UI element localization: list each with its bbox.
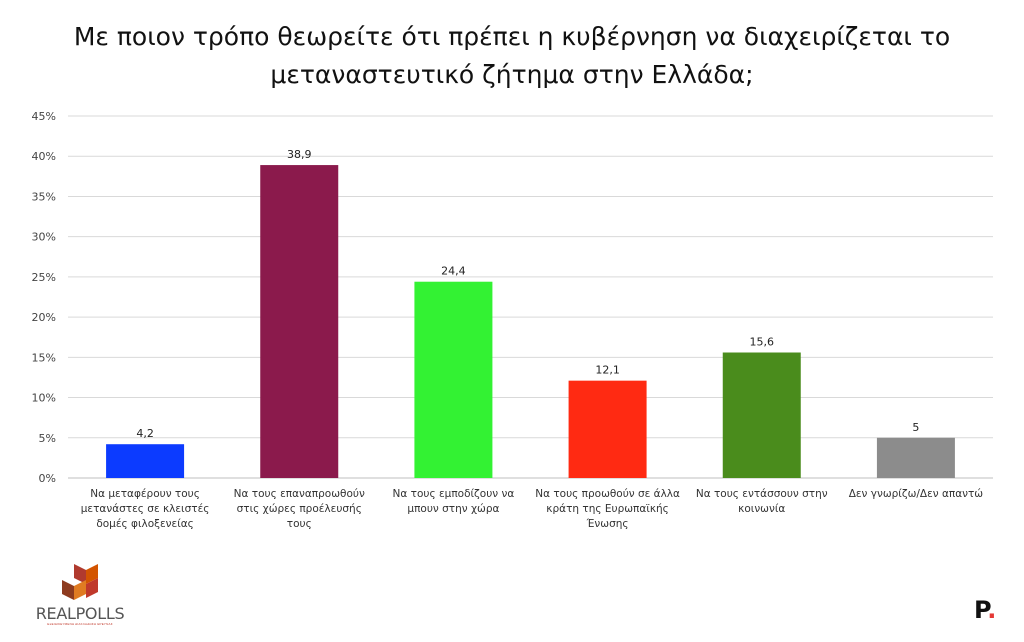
title-line-1: Με ποιον τρόπο θεωρείτε ότι πρέπει η κυβ…	[73, 22, 951, 51]
x-tick-label-6: Δεν γνωρίζω/Δεν απαντώ	[849, 488, 984, 500]
x-tick-label-line: κοινωνία	[738, 503, 785, 515]
y-axis: 0% 5% 10% 15% 20% 25% 30% 35% 40% 45%	[32, 110, 56, 485]
value-label-3: 24,4	[441, 265, 466, 278]
x-tick-label-line: Να τους εντάσσουν στην	[696, 488, 828, 500]
x-tick-label-line: τους	[287, 518, 312, 530]
x-tick-label-line: Να τους επαναπροωθούν	[234, 488, 365, 500]
value-label-2: 38,9	[287, 148, 312, 161]
y-tick-label: 20%	[32, 311, 56, 324]
x-tick-label-line: στις χώρες προέλευσής	[237, 503, 362, 515]
x-tick-label-line: Ένωσης	[586, 518, 629, 530]
realpolls-logo: REALPOLLS ΕΞΕΙΔΙΚΕΥΜΕΝΗ ΔΙΑΚΛΑΔΩΣΗ ΕΡΕΥΝ…	[30, 562, 130, 628]
x-tick-label-line: κράτη της Ευρωπαϊκής	[546, 503, 669, 515]
bar-chart: 0% 5% 10% 15% 20% 25% 30% 35% 40% 45% 4,2 38,9 24,4…	[32, 110, 993, 530]
bar-6	[876, 437, 955, 478]
x-tick-label-4: Να τους προωθούν σε άλλα κράτη της Ευρωπα…	[535, 488, 680, 530]
y-tick-label: 5%	[39, 432, 56, 445]
publisher-dot: .	[987, 596, 997, 624]
value-label-5: 15,6	[750, 336, 775, 349]
x-tick-label-line: Να τους εμποδίζουν να	[393, 488, 515, 500]
x-tick-label-line: μπουν στην χώρα	[407, 503, 499, 515]
bar-4	[568, 380, 647, 478]
y-tick-label: 45%	[32, 110, 56, 123]
value-labels: 4,2 38,9 24,4 12,1 15,6 5	[136, 148, 919, 440]
grid	[68, 115, 993, 479]
y-tick-label: 30%	[32, 231, 56, 244]
publisher-letter: P	[974, 596, 988, 624]
x-tick-label-line: δομές φιλοξενείας	[96, 518, 194, 530]
y-tick-label: 25%	[32, 271, 56, 284]
x-axis: Να μεταφέρουν τους μετανάστες σε κλειστές…	[81, 488, 984, 530]
bar-3	[414, 281, 493, 478]
x-tick-label-1: Να μεταφέρουν τους μετανάστες σε κλειστές…	[81, 488, 210, 530]
x-tick-label-line: Να τους προωθούν σε άλλα	[535, 488, 680, 500]
bar-2	[260, 165, 339, 478]
logo-text: REALPOLLS	[35, 604, 125, 623]
value-label-6: 5	[912, 421, 919, 434]
bars	[106, 165, 955, 478]
y-tick-label: 35%	[32, 190, 56, 203]
chart-title: Με ποιον τρόπο θεωρείτε ότι πρέπει η κυβ…	[0, 18, 1024, 94]
y-tick-label: 15%	[32, 351, 56, 364]
y-tick-label: 0%	[39, 472, 56, 485]
bar-5	[722, 352, 801, 478]
publisher-logo: P.	[974, 596, 996, 624]
value-label-4: 12,1	[595, 364, 620, 377]
bar-1	[106, 444, 185, 478]
title-line-2: μεταναστευτικό ζήτημα στην Ελλάδα;	[270, 60, 754, 89]
x-tick-label-3: Να τους εμποδίζουν να μπουν στην χώρα	[393, 488, 515, 515]
y-tick-label: 10%	[32, 392, 56, 405]
x-tick-label-line: Να μεταφέρουν τους	[90, 488, 200, 500]
x-tick-label-line: μετανάστες σε κλειστές	[81, 503, 210, 515]
x-tick-label-5: Να τους εντάσσουν στην κοινωνία	[696, 488, 828, 515]
x-tick-label-2: Να τους επαναπροωθούν στις χώρες προέλευσ…	[234, 488, 365, 530]
logo-mark-icon	[62, 564, 98, 600]
value-label-1: 4,2	[136, 427, 154, 440]
logo-subtext: ΕΞΕΙΔΙΚΕΥΜΕΝΗ ΔΙΑΚΛΑΔΩΣΗ ΕΡΕΥΝΑΣ	[47, 622, 113, 626]
y-tick-label: 40%	[32, 150, 56, 163]
x-tick-label-line: Δεν γνωρίζω/Δεν απαντώ	[849, 488, 984, 500]
